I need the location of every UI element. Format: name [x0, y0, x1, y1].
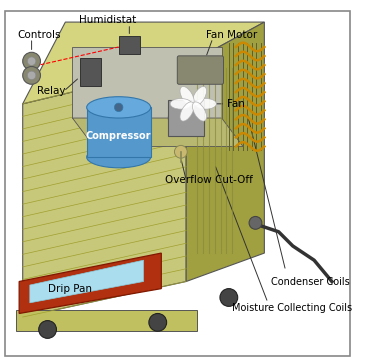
Circle shape: [23, 52, 40, 70]
Text: Condenser Coils: Condenser Coils: [272, 277, 350, 286]
Text: Drip Pan: Drip Pan: [48, 284, 92, 294]
Circle shape: [39, 321, 57, 339]
Circle shape: [174, 145, 187, 158]
Ellipse shape: [87, 146, 151, 168]
Circle shape: [249, 217, 262, 229]
Polygon shape: [23, 65, 186, 317]
Ellipse shape: [192, 87, 207, 106]
Circle shape: [220, 289, 238, 306]
Ellipse shape: [195, 99, 216, 109]
Bar: [80, 58, 101, 86]
Circle shape: [114, 103, 123, 112]
Circle shape: [27, 71, 36, 80]
Text: Controls: Controls: [17, 29, 61, 40]
Ellipse shape: [87, 97, 151, 118]
Ellipse shape: [192, 102, 207, 121]
Polygon shape: [72, 118, 243, 146]
Circle shape: [27, 57, 36, 66]
Bar: [118, 36, 140, 54]
Ellipse shape: [180, 87, 194, 106]
Ellipse shape: [180, 102, 194, 121]
Text: Moisture Collecting Coils: Moisture Collecting Coils: [232, 303, 352, 313]
Polygon shape: [16, 310, 197, 331]
Text: Overflow Cut-Off: Overflow Cut-Off: [165, 175, 253, 185]
Polygon shape: [30, 260, 144, 303]
Polygon shape: [72, 47, 222, 118]
Text: Compressor: Compressor: [86, 131, 152, 141]
Ellipse shape: [170, 99, 192, 109]
Text: Fan: Fan: [227, 99, 245, 109]
Bar: [87, 107, 151, 157]
Bar: [168, 100, 204, 136]
Circle shape: [23, 67, 40, 84]
Text: Humidistat: Humidistat: [80, 15, 136, 25]
FancyBboxPatch shape: [177, 56, 224, 84]
Text: Relay: Relay: [37, 86, 65, 96]
Polygon shape: [19, 253, 161, 313]
Ellipse shape: [168, 100, 204, 136]
Text: Fan Motor: Fan Motor: [206, 29, 257, 40]
Polygon shape: [23, 22, 264, 104]
Circle shape: [149, 313, 166, 331]
Polygon shape: [186, 22, 264, 281]
